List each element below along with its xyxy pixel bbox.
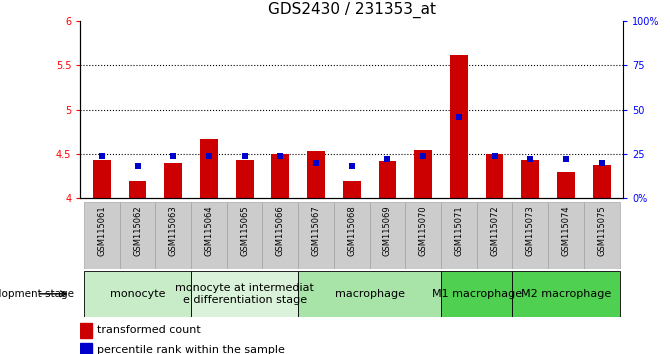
Text: GSM115067: GSM115067 — [312, 205, 320, 256]
Text: GSM115061: GSM115061 — [97, 205, 107, 256]
Text: percentile rank within the sample: percentile rank within the sample — [97, 345, 285, 354]
Text: transformed count: transformed count — [97, 325, 201, 336]
Bar — [298, 202, 334, 269]
Bar — [513, 202, 548, 269]
Bar — [441, 271, 513, 317]
Text: GSM115062: GSM115062 — [133, 205, 142, 256]
Bar — [343, 181, 360, 198]
Text: GSM115075: GSM115075 — [597, 205, 606, 256]
Text: GSM115070: GSM115070 — [419, 205, 427, 256]
Bar — [120, 202, 155, 269]
Bar — [155, 202, 191, 269]
Bar — [513, 271, 620, 317]
Bar — [414, 150, 432, 198]
Bar — [370, 202, 405, 269]
Text: GSM115073: GSM115073 — [526, 205, 535, 256]
Bar — [164, 163, 182, 198]
Text: monocyte: monocyte — [110, 289, 165, 299]
Text: GSM115063: GSM115063 — [169, 205, 178, 256]
Bar — [477, 202, 513, 269]
Text: GSM115065: GSM115065 — [240, 205, 249, 256]
Bar — [271, 154, 289, 198]
Text: GSM115072: GSM115072 — [490, 205, 499, 256]
Bar — [486, 154, 503, 198]
Bar — [80, 343, 92, 354]
Bar — [334, 202, 370, 269]
Title: GDS2430 / 231353_at: GDS2430 / 231353_at — [268, 2, 436, 18]
Text: M2 macrophage: M2 macrophage — [521, 289, 611, 299]
Bar — [298, 271, 441, 317]
Bar — [441, 202, 477, 269]
Bar — [226, 202, 263, 269]
Text: GSM115068: GSM115068 — [347, 205, 356, 256]
Bar — [263, 202, 298, 269]
Text: monocyte at intermediat
e differentiation stage: monocyte at intermediat e differentiatio… — [175, 283, 314, 305]
Text: GSM115071: GSM115071 — [454, 205, 464, 256]
Bar — [93, 160, 111, 198]
Text: M1 macrophage: M1 macrophage — [431, 289, 522, 299]
Bar — [557, 172, 575, 198]
Bar — [307, 152, 325, 198]
Bar — [548, 202, 584, 269]
Bar — [405, 202, 441, 269]
Bar — [521, 160, 539, 198]
Bar — [84, 202, 120, 269]
Text: GSM115066: GSM115066 — [276, 205, 285, 256]
Bar — [129, 181, 147, 198]
Text: development stage: development stage — [0, 289, 74, 299]
Text: GSM115074: GSM115074 — [561, 205, 570, 256]
Bar — [379, 161, 397, 198]
Bar — [236, 160, 253, 198]
Bar — [84, 271, 191, 317]
Bar — [80, 323, 92, 338]
Bar — [191, 271, 298, 317]
Text: GSM115064: GSM115064 — [204, 205, 214, 256]
Text: GSM115069: GSM115069 — [383, 205, 392, 256]
Bar — [450, 55, 468, 198]
Bar — [200, 139, 218, 198]
Text: macrophage: macrophage — [334, 289, 405, 299]
Bar — [584, 202, 620, 269]
Bar — [191, 202, 226, 269]
Bar — [593, 165, 610, 198]
